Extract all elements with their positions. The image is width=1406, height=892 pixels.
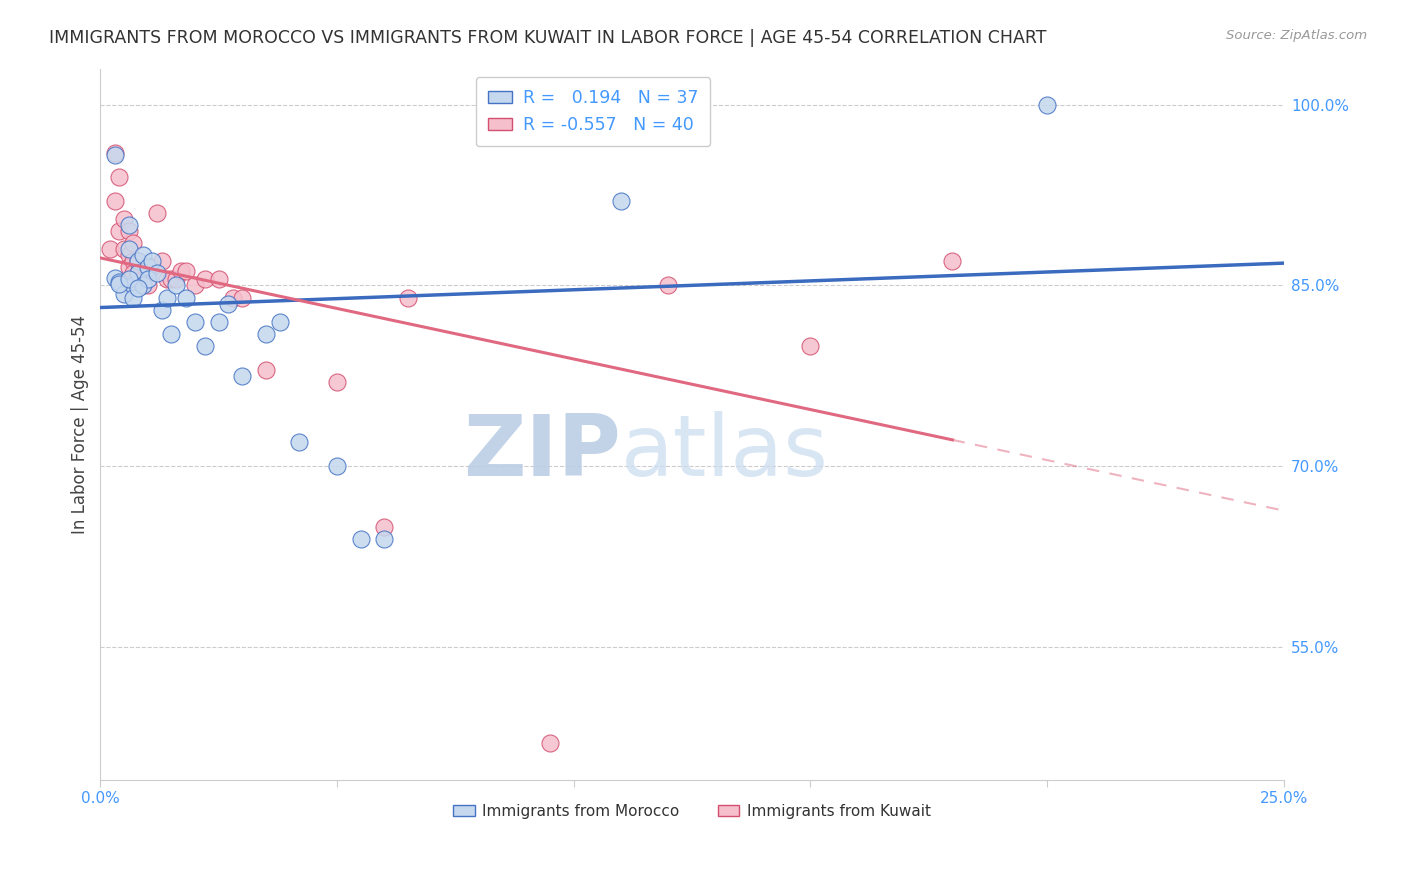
Point	[127, 281, 149, 295]
Point	[193, 272, 215, 286]
Point	[122, 236, 145, 251]
Point	[165, 278, 187, 293]
Text: atlas: atlas	[621, 411, 830, 494]
Point	[108, 275, 131, 289]
Point	[254, 326, 277, 341]
Point	[136, 272, 159, 286]
Point	[150, 254, 173, 268]
Point	[326, 375, 349, 389]
Point	[326, 459, 349, 474]
Point	[112, 286, 135, 301]
Point	[156, 272, 179, 286]
Point	[136, 260, 159, 275]
Point	[118, 272, 141, 286]
Text: Source: ZipAtlas.com: Source: ZipAtlas.com	[1226, 29, 1367, 42]
Point	[208, 315, 231, 329]
Point	[231, 291, 253, 305]
Point	[103, 194, 125, 208]
Point	[132, 272, 155, 286]
Point	[146, 206, 169, 220]
Point	[150, 302, 173, 317]
Point	[122, 267, 145, 281]
Point	[141, 260, 163, 275]
Point	[193, 339, 215, 353]
Point	[127, 267, 149, 281]
Point	[288, 435, 311, 450]
Point	[112, 242, 135, 256]
Point	[396, 291, 419, 305]
Legend: Immigrants from Morocco, Immigrants from Kuwait: Immigrants from Morocco, Immigrants from…	[447, 798, 936, 825]
Point	[222, 291, 245, 305]
Text: IMMIGRANTS FROM MOROCCO VS IMMIGRANTS FROM KUWAIT IN LABOR FORCE | AGE 45-54 COR: IMMIGRANTS FROM MOROCCO VS IMMIGRANTS FR…	[49, 29, 1046, 46]
Point	[98, 242, 121, 256]
Point	[231, 368, 253, 383]
Point	[112, 212, 135, 227]
Point	[136, 278, 159, 293]
Point	[538, 736, 561, 750]
Point	[254, 363, 277, 377]
Point	[799, 339, 821, 353]
Point	[146, 267, 169, 281]
Y-axis label: In Labor Force | Age 45-54: In Labor Force | Age 45-54	[72, 315, 89, 533]
Point	[108, 277, 131, 292]
Point	[132, 278, 155, 293]
Point	[373, 532, 395, 546]
Point	[108, 224, 131, 238]
Point	[160, 326, 183, 341]
Point	[184, 315, 207, 329]
Point	[160, 272, 183, 286]
Point	[610, 194, 633, 208]
Point	[141, 254, 163, 268]
Point	[941, 254, 963, 268]
Point	[118, 242, 141, 256]
Point	[103, 148, 125, 162]
Point	[269, 315, 291, 329]
Point	[103, 271, 125, 285]
Point	[127, 267, 149, 281]
Point	[170, 264, 193, 278]
Point	[127, 254, 149, 268]
Point	[132, 248, 155, 262]
Point	[136, 267, 159, 281]
Point	[103, 145, 125, 160]
Text: ZIP: ZIP	[464, 411, 621, 494]
Point	[184, 278, 207, 293]
Point	[174, 291, 197, 305]
Point	[118, 248, 141, 262]
Point	[657, 278, 679, 293]
Point	[122, 254, 145, 268]
Point	[118, 260, 141, 275]
Point	[165, 272, 187, 286]
Point	[208, 272, 231, 286]
Point	[122, 291, 145, 305]
Point	[122, 278, 145, 293]
Point	[108, 169, 131, 184]
Point	[132, 278, 155, 293]
Point	[156, 291, 179, 305]
Point	[118, 218, 141, 232]
Point	[217, 296, 239, 310]
Point	[118, 224, 141, 238]
Point	[350, 532, 373, 546]
Point	[1036, 97, 1059, 112]
Point	[373, 519, 395, 533]
Point	[127, 254, 149, 268]
Point	[174, 264, 197, 278]
